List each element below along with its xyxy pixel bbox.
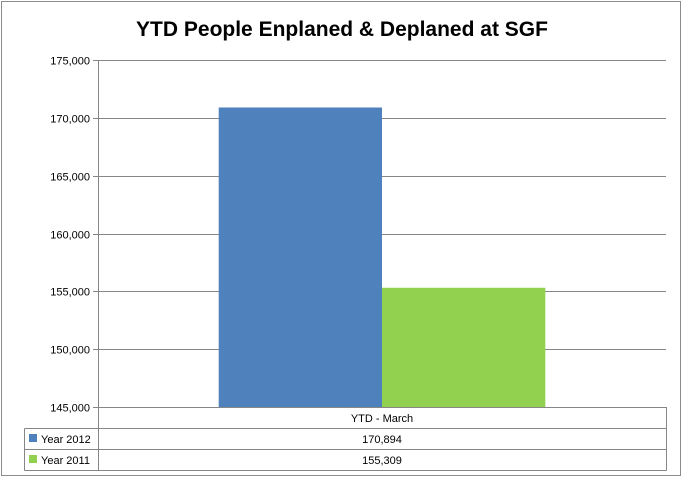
- y-tick-label: 150,000: [50, 345, 90, 357]
- bars: [218, 107, 546, 407]
- y-tick-label: 165,000: [50, 172, 90, 184]
- bar-year-2012: [218, 107, 382, 407]
- data-label: 170,894: [362, 434, 402, 446]
- legend-label: Year 2011: [41, 455, 90, 467]
- chart-title: YTD People Enplaned & Deplaned at SGF: [136, 18, 548, 41]
- y-tick-label: 145,000: [50, 403, 90, 415]
- y-tick-label: 175,000: [50, 56, 90, 68]
- y-tick-label: 155,000: [50, 287, 90, 299]
- data-table: YTD - March Year 2012 170,894 Year 2011 155,…: [24, 407, 667, 471]
- legend-swatch: [29, 455, 37, 463]
- y-tick-label: 170,000: [50, 114, 90, 126]
- legend-label: Year 2012: [41, 434, 91, 446]
- y-tick-label: 160,000: [50, 230, 90, 242]
- data-label: 155,309: [362, 455, 402, 467]
- bar-year-2011: [382, 287, 546, 407]
- y-axis-ticks: 145,000 150,000 155,000 160,000 165,000 170,0…: [50, 56, 90, 415]
- category-label: YTD - March: [351, 413, 413, 425]
- legend-swatch: [29, 434, 37, 442]
